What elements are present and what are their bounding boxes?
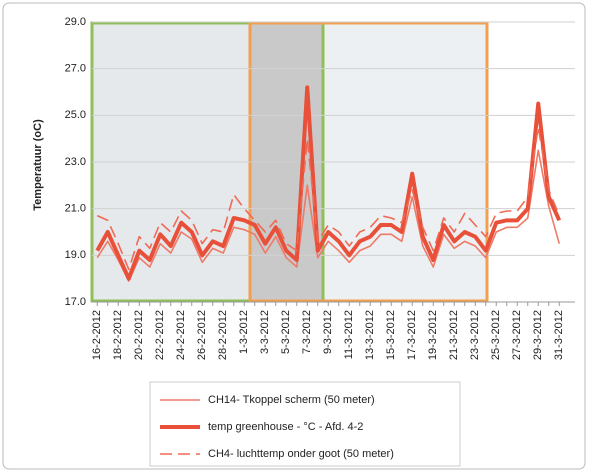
- x-tick-label: 11-3-2012: [343, 310, 355, 359]
- x-tick-label: 31-3-2012: [553, 310, 565, 360]
- x-tick-label: 3-3-2012: [259, 310, 271, 354]
- x-tick-label: 16-2-2012: [91, 310, 103, 360]
- y-tick-label: 21.0: [65, 203, 86, 215]
- x-tick-label: 28-2-2012: [217, 310, 229, 360]
- series-line: [96, 149, 561, 282]
- y-tick-label: 19.0: [65, 249, 86, 261]
- x-tick-label: 9-3-2012: [322, 310, 334, 354]
- legend-box: [149, 381, 461, 467]
- legend-label: temp greenhouse - °C - Afd. 4-2: [208, 421, 363, 433]
- x-tick-label: 19-3-2012: [427, 310, 439, 360]
- series-line: [96, 126, 560, 271]
- x-tick-label: 15-3-2012: [385, 310, 397, 360]
- y-axis-label: Temperatuur (oC): [32, 119, 44, 211]
- legend-label: CH14- Tkoppel scherm (50 meter): [208, 394, 375, 406]
- x-tick-label: 24-2-2012: [175, 310, 187, 360]
- x-tick-label: 23-3-2012: [469, 310, 481, 360]
- x-tick-label: 25-3-2012: [490, 310, 502, 360]
- y-tick-label: 29.0: [65, 16, 86, 28]
- x-tick-label: 26-2-2012: [196, 310, 208, 360]
- series-line: [95, 85, 562, 281]
- x-tick-label: 20-2-2012: [133, 310, 145, 360]
- x-tick-label: 17-3-2012: [406, 310, 418, 360]
- y-tick-label: 27.0: [65, 63, 86, 75]
- x-tick-label: 13-3-2012: [364, 310, 376, 360]
- x-tick-label: 18-2-2012: [112, 310, 124, 360]
- y-tick-label: 25.0: [65, 109, 86, 121]
- x-tick-label: 7-3-2012: [301, 310, 313, 354]
- x-tick-label: 5-3-2012: [280, 310, 292, 354]
- x-tick-label: 1-3-2012: [238, 310, 250, 354]
- x-tick-label: 21-3-2012: [448, 310, 460, 360]
- y-tick-label: 17.0: [65, 296, 86, 308]
- y-tick-label: 23.0: [65, 156, 86, 168]
- legend-label: CH4- luchttemp onder goot (50 meter): [208, 448, 394, 460]
- x-tick-label: 29-3-2012: [532, 310, 544, 360]
- x-tick-label: 22-2-2012: [154, 310, 166, 360]
- x-tick-label: 27-3-2012: [511, 310, 523, 360]
